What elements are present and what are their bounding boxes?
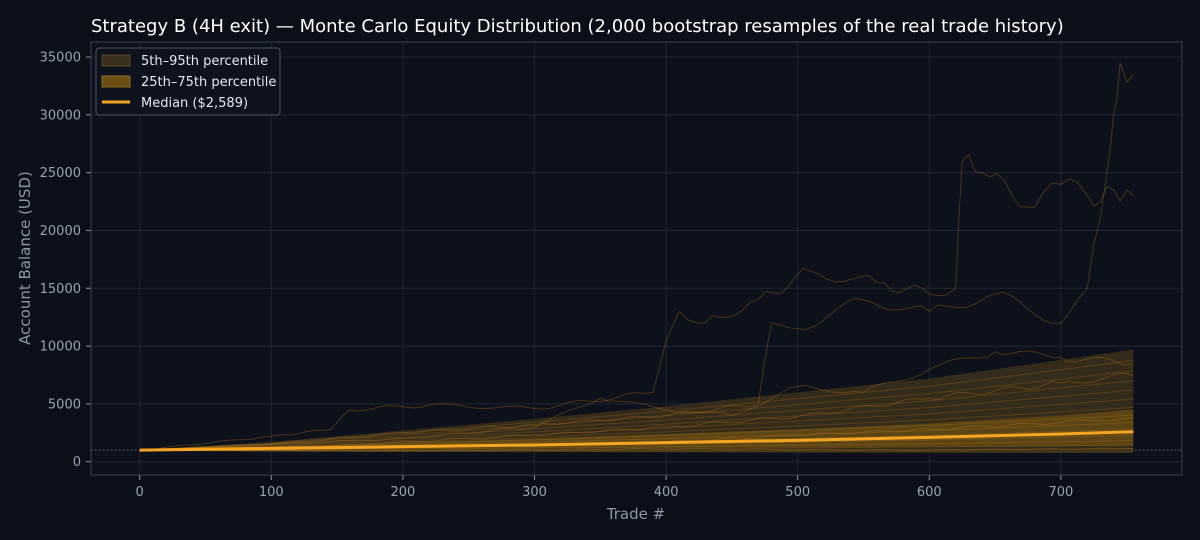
x-tick-label: 100 bbox=[259, 485, 284, 500]
y-tick-label: 15000 bbox=[40, 282, 81, 297]
band-layer bbox=[139, 349, 1134, 454]
bootstrap-path bbox=[139, 398, 1134, 451]
bootstrap-path bbox=[139, 444, 1134, 452]
band-25-75-percentile bbox=[139, 409, 1134, 451]
y-axis-label: Account Balance (USD) bbox=[16, 171, 34, 345]
x-tick-label: 700 bbox=[1049, 485, 1074, 500]
legend: 5th–95th percentile 25th–75th percentile… bbox=[95, 47, 281, 116]
y-tick-label: 0 bbox=[73, 455, 81, 470]
chart-title: Strategy B (4H exit) — Monte Carlo Equit… bbox=[91, 16, 1064, 37]
y-tick-label: 35000 bbox=[40, 51, 81, 66]
sample-equity-path bbox=[139, 447, 1134, 452]
bootstrap-path bbox=[139, 406, 1134, 451]
legend-swatch-inner-band bbox=[101, 75, 131, 88]
legend-swatch-outer-band bbox=[101, 54, 131, 67]
legend-label-outer-band: 5th–95th percentile bbox=[141, 54, 268, 69]
bootstrap-path bbox=[139, 370, 1134, 451]
y-tick-label: 30000 bbox=[40, 108, 81, 123]
x-tick-label: 400 bbox=[654, 485, 679, 500]
median-line bbox=[139, 430, 1134, 452]
sample-equity-path bbox=[139, 350, 1134, 451]
bootstrap-path bbox=[139, 389, 1134, 451]
x-tick-label: 300 bbox=[522, 485, 547, 500]
y-tick-label: 20000 bbox=[40, 224, 81, 239]
sample-equity-path bbox=[139, 62, 1134, 451]
x-tick-label: 500 bbox=[785, 485, 810, 500]
legend-label-inner-band: 25th–75th percentile bbox=[141, 75, 276, 90]
y-tick-label: 25000 bbox=[40, 166, 81, 181]
x-tick-label: 600 bbox=[917, 485, 942, 500]
y-tick-label: 5000 bbox=[48, 397, 81, 412]
legend-label-median: Median ($2,589) bbox=[141, 96, 248, 111]
legend-box bbox=[95, 47, 281, 116]
x-axis-label: Trade # bbox=[606, 505, 665, 523]
bootstrap-path bbox=[139, 448, 1134, 452]
bootstrap-path bbox=[139, 380, 1134, 451]
bootstrap-path bbox=[139, 440, 1134, 451]
axis-layer: 0 100 200 300 400 500 600 700 0 5000 10000 15000 200… bbox=[40, 41, 1183, 500]
bootstrap-path bbox=[139, 449, 1134, 453]
bootstrap-path bbox=[139, 359, 1134, 451]
x-tick-label: 200 bbox=[390, 485, 415, 500]
sample-equity-path bbox=[139, 153, 1134, 451]
plot-frame bbox=[90, 41, 1183, 476]
x-tick-label: 0 bbox=[136, 485, 144, 500]
median-layer bbox=[139, 430, 1134, 452]
y-tick-label: 10000 bbox=[40, 340, 81, 355]
